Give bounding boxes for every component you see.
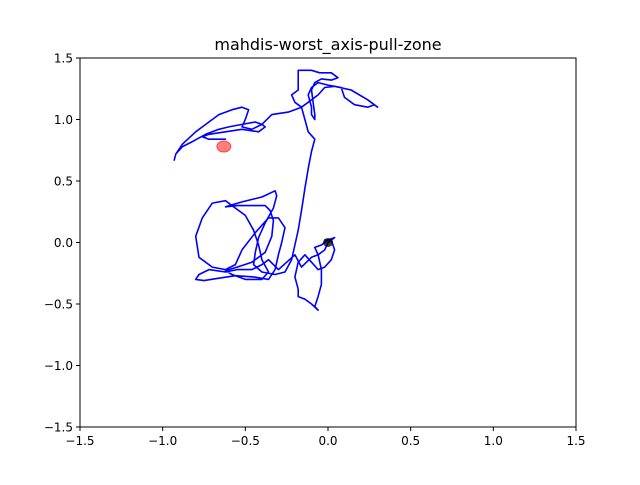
chart-title: mahdis-worst_axis-pull-zone bbox=[214, 35, 441, 55]
plot-content bbox=[173, 69, 379, 311]
start-marker bbox=[323, 238, 333, 247]
y-tick-label: −1.5 bbox=[44, 421, 73, 435]
y-tick-label: −1.0 bbox=[44, 359, 73, 373]
x-tick-label: 0.0 bbox=[318, 434, 337, 448]
trajectory-line-1 bbox=[173, 69, 379, 282]
x-tick-label: −0.5 bbox=[231, 434, 260, 448]
x-tick-label: 0.5 bbox=[401, 434, 420, 448]
y-tick-label: 0.0 bbox=[54, 236, 73, 250]
y-tick-label: 0.5 bbox=[54, 175, 73, 189]
trajectory-line-2 bbox=[294, 236, 336, 311]
y-tick-label: 1.5 bbox=[54, 52, 73, 66]
y-tick-label: −0.5 bbox=[44, 298, 73, 312]
plot-layer bbox=[173, 69, 379, 311]
target-marker bbox=[216, 140, 232, 153]
y-tick-label: 1.0 bbox=[54, 113, 73, 127]
x-tick-label: 1.5 bbox=[566, 434, 585, 448]
axis-layer: −1.5 −1.0 −0.5 0.0 0.5 1.0 1.5 −1.5 −1.0 −0.5 0.0 0… bbox=[44, 52, 586, 449]
x-tick-label: −1.0 bbox=[148, 434, 177, 448]
x-tick-label: −1.5 bbox=[65, 434, 94, 448]
x-tick-label: 1.0 bbox=[484, 434, 503, 448]
